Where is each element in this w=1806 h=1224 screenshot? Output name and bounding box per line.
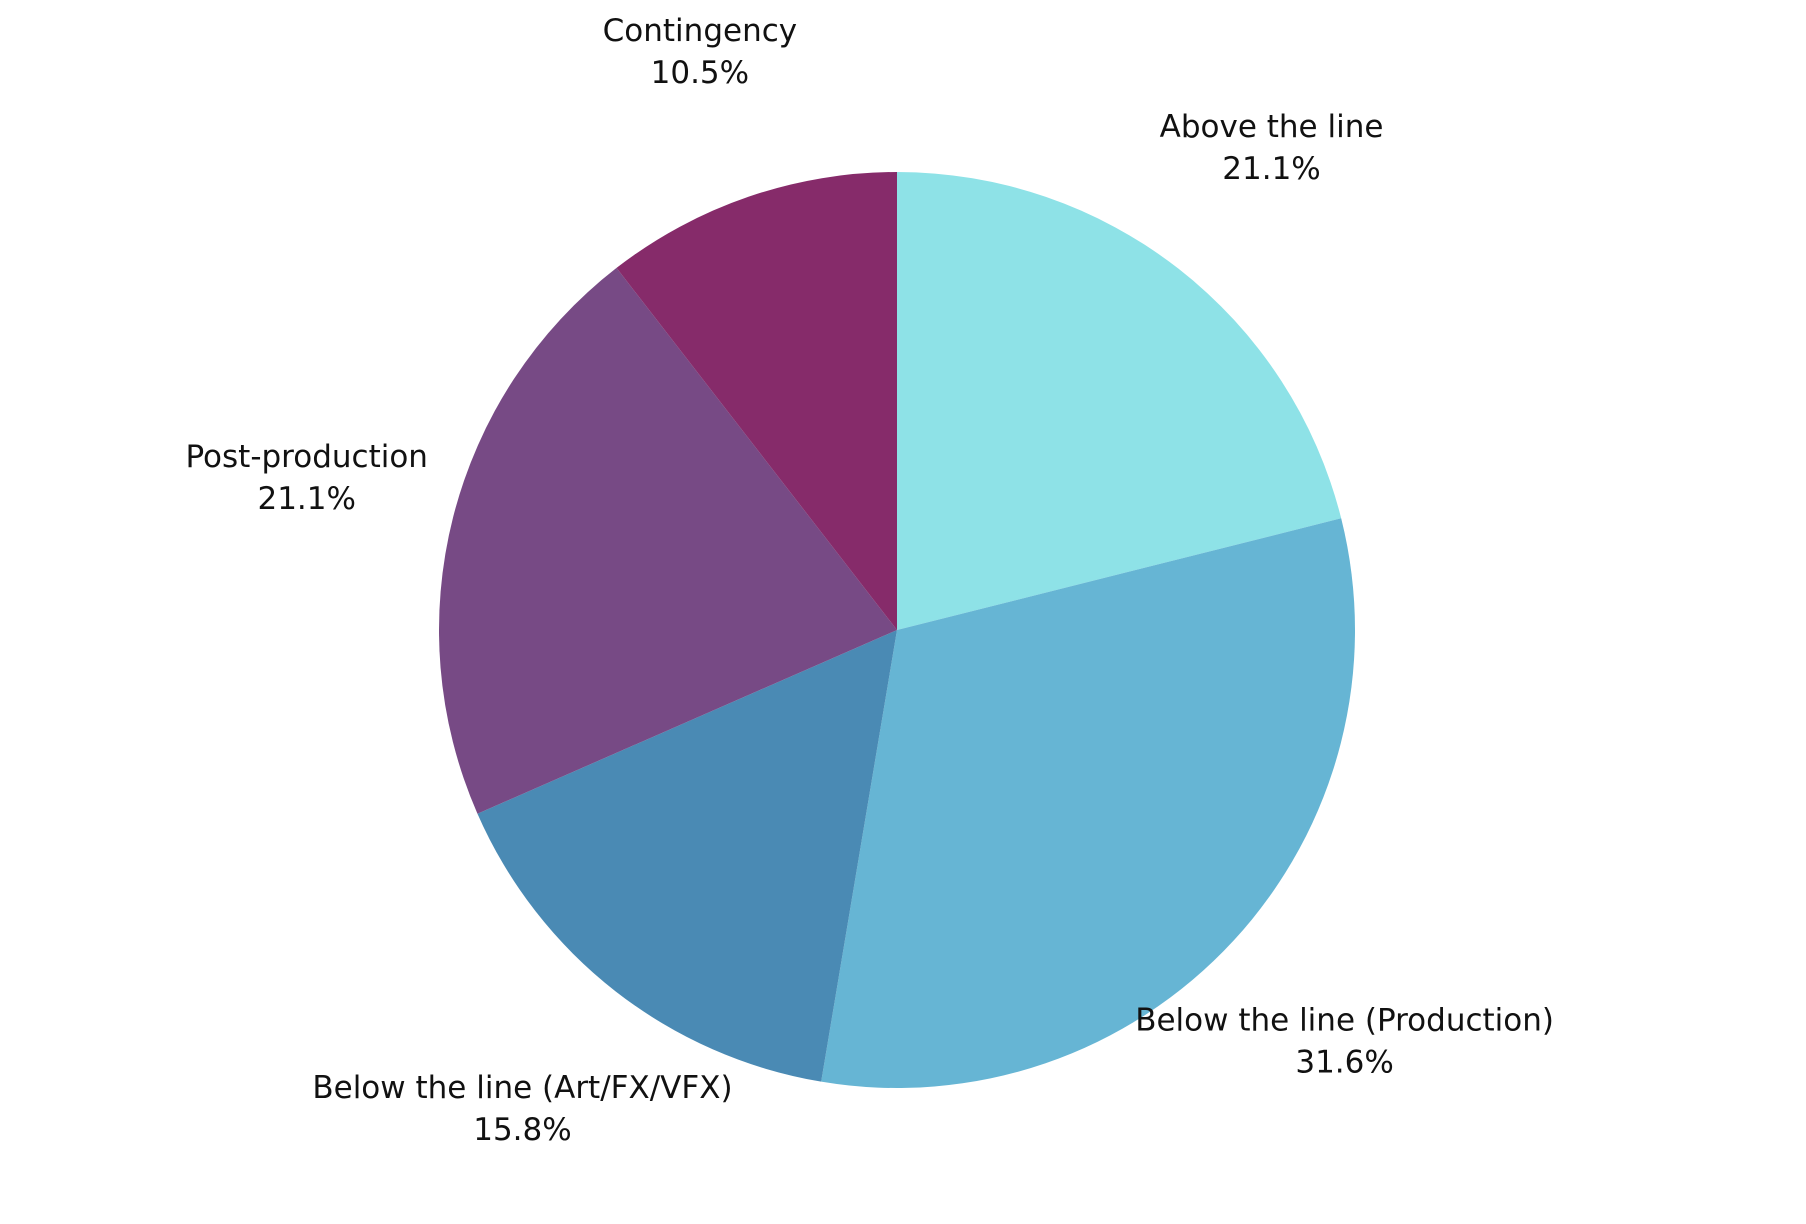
slice-value-label: 21.1% — [257, 481, 355, 517]
slice-label: Post-production — [185, 439, 428, 475]
pie-slice — [439, 267, 897, 814]
pie-slice — [477, 630, 897, 1082]
slice-label: Below the line (Production) — [1135, 1003, 1554, 1039]
pie-slice — [897, 172, 1342, 630]
pie-slice — [821, 518, 1355, 1088]
slice-label: Below the line (Art/FX/VFX) — [312, 1070, 732, 1106]
slice-value-label: 10.5% — [651, 55, 749, 91]
slice-value-label: 31.6% — [1295, 1045, 1393, 1081]
slice-value-label: 21.1% — [1222, 151, 1320, 187]
slice-value-label: 15.8% — [473, 1112, 571, 1148]
pie-slice — [616, 172, 897, 630]
slice-label: Contingency — [603, 13, 797, 49]
slice-label: Above the line — [1160, 109, 1384, 145]
